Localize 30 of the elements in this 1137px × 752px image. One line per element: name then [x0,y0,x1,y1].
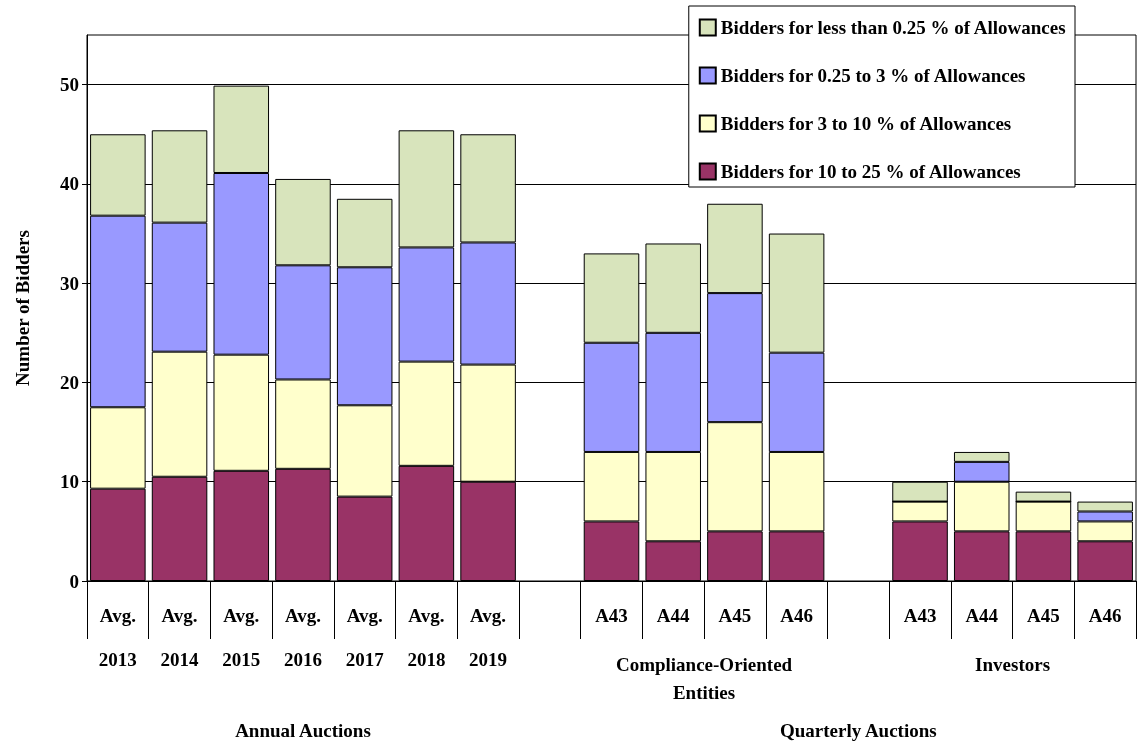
legend-label: Bidders for 0.25 to 3 % of Allowances [720,65,1026,86]
y-tick-label: 10 [60,471,79,493]
category-label: Avg. 2015 [222,604,261,670]
y-tick-label: 40 [60,173,79,195]
legend-label: Bidders for less than 0.25 % of Allowances [720,17,1066,38]
category-label: Avg. 2019 [469,604,508,670]
legend-label: Bidders for 10 to 25 % of Allowances [720,161,1021,182]
y-tick-label: 20 [60,371,79,393]
legend-label: Bidders for 3 to 10 % of Allowances [720,113,1012,134]
category-label: Avg. 2016 [283,604,322,670]
y-tick-label: 30 [60,272,79,294]
text: Annual Auctions [235,719,371,741]
x-tick-label: A45 [718,604,752,626]
x-tick-label: A46 [780,604,813,626]
y-tick-label: 0 [69,570,79,592]
x-tick-label: A45 [1027,604,1060,626]
text: Quarterly Auctions [779,719,937,741]
x-tick-label: A44 [656,604,691,626]
category-label: Avg. 2013 [98,604,137,670]
y-tick-label: 50 [60,74,79,96]
category-label: Avg. 2018 [407,604,446,670]
text: Investors [975,653,1051,675]
x-tick-label: A43 [903,604,937,626]
y-axis-title: Number of Bidders [12,230,33,386]
x-tick-label: A46 [1088,604,1122,626]
category-label: Avg. 2017 [345,604,384,670]
text: Compliance-Oriented Entities [615,653,793,703]
category-label: Avg. 2014 [160,604,199,670]
x-tick-label: A43 [595,604,628,626]
x-tick-label: A44 [965,604,999,626]
